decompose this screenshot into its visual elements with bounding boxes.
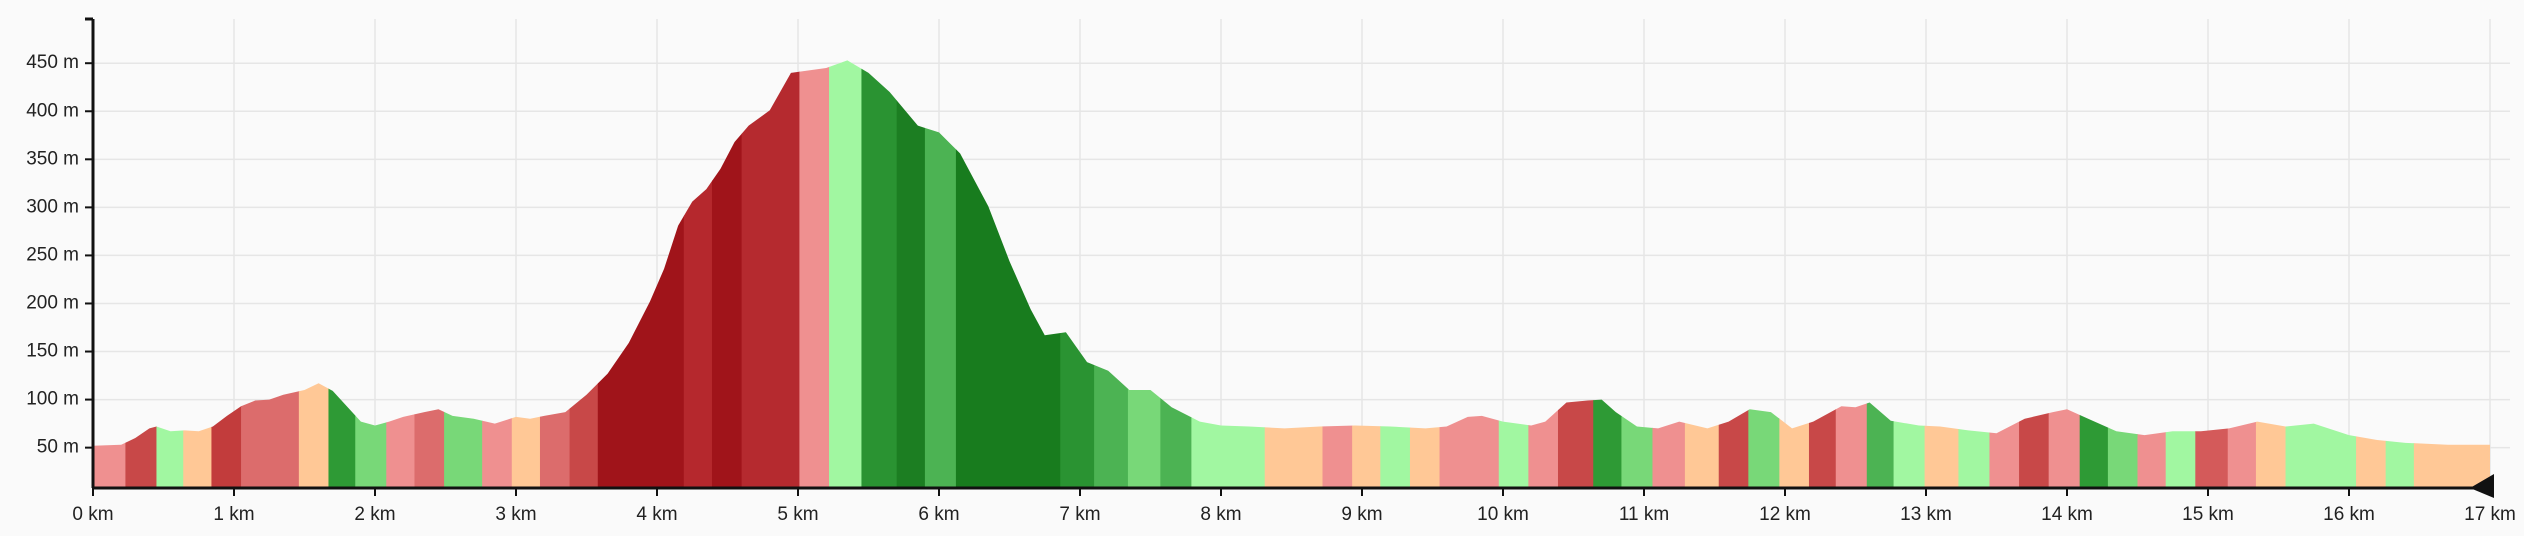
grade-band (1748, 60, 1780, 488)
grade-band (1528, 60, 1559, 488)
grade-band (2137, 60, 2167, 488)
grade-band (1808, 60, 1837, 488)
grade-band (1127, 60, 1161, 488)
grade-band (2195, 60, 2229, 488)
grade-band (1264, 60, 1324, 488)
grade-band (1866, 60, 1895, 488)
grade-band (569, 60, 599, 488)
grade-band (2255, 60, 2287, 488)
grade-band (355, 60, 387, 488)
y-tick-label: 100 m (26, 389, 79, 410)
grade-band (2227, 60, 2257, 488)
grade-band (2385, 60, 2415, 488)
grade-band (1409, 60, 1441, 488)
grade-band (1352, 60, 1381, 488)
x-tick-label: 14 km (2041, 504, 2093, 525)
x-tick-label: 9 km (1341, 504, 1382, 525)
grade-band (1557, 60, 1594, 488)
grade-band (1439, 60, 1500, 488)
grade-band (597, 60, 685, 488)
grade-band (829, 60, 862, 488)
x-tick-label: 7 km (1059, 504, 1100, 525)
grade-band (1684, 60, 1720, 488)
elevation-bands (93, 60, 2490, 488)
grade-band (1380, 60, 1411, 488)
grade-band (1652, 60, 1686, 488)
grade-band (414, 60, 445, 488)
elevation-line (93, 60, 2490, 445)
grade-band (2413, 60, 2490, 488)
x-tick-label: 13 km (1900, 504, 1952, 525)
x-tick-label: 4 km (636, 504, 677, 525)
grade-band (1779, 60, 1810, 488)
grade-band (2019, 60, 2050, 488)
grade-band (1060, 60, 1095, 488)
grade-band (1989, 60, 2020, 488)
x-tick-label: 12 km (1759, 504, 1811, 525)
grade-band (125, 60, 157, 488)
y-tick-label: 450 m (26, 52, 79, 73)
x-tick-label: 16 km (2323, 504, 2375, 525)
grade-band (2107, 60, 2138, 488)
grade-band (386, 60, 415, 488)
grade-band (2079, 60, 2109, 488)
grade-band (1835, 60, 1868, 488)
y-tick-label: 50 m (37, 437, 79, 458)
grade-band (2165, 60, 2196, 488)
grade-band (741, 60, 800, 488)
x-tick-label: 3 km (495, 504, 536, 525)
grade-band (1958, 60, 1990, 488)
grade-band (1160, 60, 1192, 488)
grade-band (683, 60, 713, 488)
y-tick-label: 150 m (26, 341, 79, 362)
x-tick-label: 15 km (2182, 504, 2234, 525)
grade-band (93, 60, 126, 488)
grade-band (1322, 60, 1353, 488)
grade-band (2356, 60, 2387, 488)
grade-band (2285, 60, 2357, 488)
y-tick-label: 250 m (26, 244, 79, 265)
grade-band (2048, 60, 2081, 488)
y-tick-label: 200 m (26, 292, 79, 313)
grade-band (482, 60, 513, 488)
grade-band (241, 60, 300, 488)
grade-band (1593, 60, 1622, 488)
grade-band (924, 60, 957, 488)
x-tick-label: 5 km (777, 504, 818, 525)
grade-band (711, 60, 743, 488)
grade-band (896, 60, 926, 488)
grade-band (1621, 60, 1653, 488)
grade-band (183, 60, 212, 488)
grade-band (799, 60, 830, 488)
end-marker (2470, 474, 2494, 498)
x-tick-label: 17 km (2464, 504, 2516, 525)
x-tick-label: 10 km (1477, 504, 1529, 525)
x-tick-label: 2 km (354, 504, 395, 525)
grade-band (328, 60, 356, 488)
grade-band (1191, 60, 1266, 488)
grade-band (1094, 60, 1129, 488)
y-tick-label: 300 m (26, 196, 79, 217)
grade-band (1924, 60, 1959, 488)
grade-band (156, 60, 184, 488)
grade-band (955, 60, 1061, 488)
grade-band (1893, 60, 1926, 488)
grade-band (861, 60, 898, 488)
x-tick-label: 1 km (213, 504, 254, 525)
grade-band (539, 60, 571, 488)
y-tick-label: 350 m (26, 148, 79, 169)
grade-band (1718, 60, 1749, 488)
x-tick-label: 8 km (1200, 504, 1241, 525)
grade-band (211, 60, 242, 488)
x-tick-label: 0 km (72, 504, 113, 525)
grade-band (444, 60, 483, 488)
y-tick-label: 400 m (26, 100, 79, 121)
x-tick-label: 11 km (1619, 504, 1669, 525)
x-tick-label: 6 km (918, 504, 959, 525)
grade-band (298, 60, 329, 488)
